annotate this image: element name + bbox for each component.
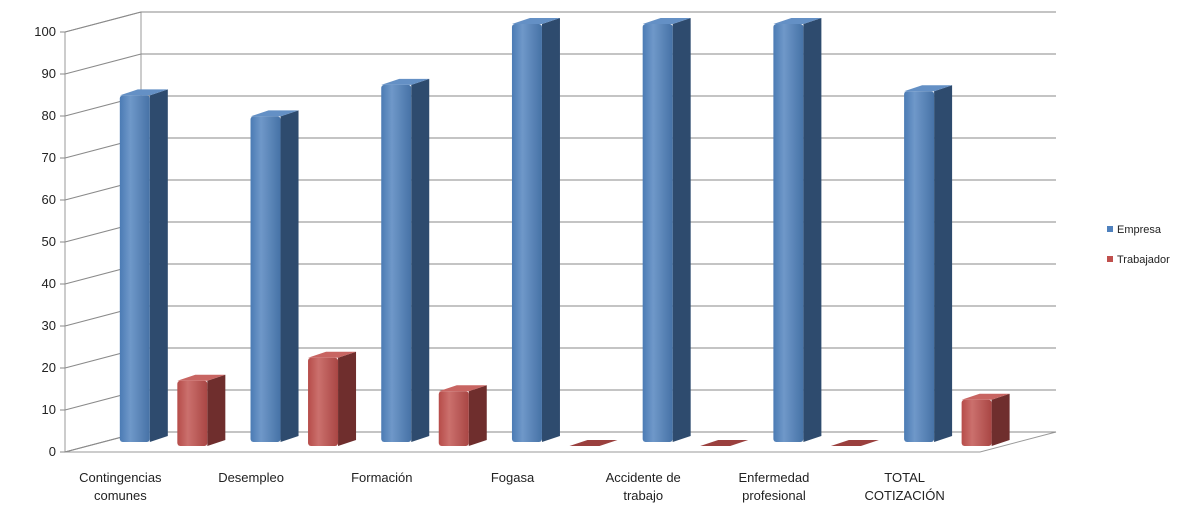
bar-empresa [250, 110, 299, 443]
bar-side [411, 78, 430, 443]
bar-side [338, 351, 357, 446]
legend-label: Empresa [1117, 224, 1162, 236]
y-tick-label: 40 [42, 276, 56, 291]
bar-top [642, 18, 691, 24]
x-axis-labels: Contingencias comunes Desempleo Formación Fo… [79, 470, 945, 503]
x-category-label-line: profesional [742, 488, 806, 503]
x-category-label: Desempleo [218, 470, 284, 485]
bar-front [438, 391, 469, 446]
bar-flat [569, 440, 618, 446]
x-category-label: Enfermedad profesional [739, 470, 810, 503]
y-tick-label: 10 [42, 402, 56, 417]
bar-trabajador [177, 374, 226, 446]
bar-side [991, 393, 1010, 446]
bar-top [381, 78, 430, 85]
bar-front [250, 116, 281, 443]
bar-side [672, 18, 691, 442]
bar-top [177, 374, 226, 381]
y-tick-label: 70 [42, 150, 56, 165]
x-category-label-line: Enfermedad [739, 470, 810, 485]
bar-empresa [904, 85, 953, 442]
y-tick-label: 50 [42, 234, 56, 249]
bar-empresa [119, 89, 168, 443]
x-category-label-line: Contingencias [79, 470, 162, 485]
x-category-label-line: Fogasa [491, 470, 535, 485]
x-category-label-line: TOTAL [884, 470, 925, 485]
y-tick-label: 20 [42, 360, 56, 375]
bar-side [207, 374, 226, 446]
legend-item-empresa: Empresa [1107, 224, 1162, 236]
bar-empresa [381, 78, 430, 443]
bar-flat [700, 440, 749, 446]
bar-trabajador [830, 440, 879, 446]
x-category-label: Contingencias comunes [79, 470, 162, 503]
bar-trabajador [700, 440, 749, 446]
y-tick-label: 100 [34, 24, 56, 39]
bar-flat [830, 440, 879, 446]
y-tick-label: 0 [49, 444, 56, 459]
x-category-label: Formación [351, 470, 412, 485]
legend: Empresa Trabajador [1107, 224, 1170, 266]
bar-side [934, 85, 953, 442]
bar-top [961, 393, 1010, 400]
bar-front [773, 24, 804, 442]
bar-top [250, 110, 299, 117]
legend-item-trabajador: Trabajador [1107, 254, 1170, 266]
bar-empresa [511, 18, 560, 442]
bar-trabajador [308, 351, 357, 446]
bar-front [642, 24, 673, 442]
bar-side [541, 18, 560, 442]
bar-front [511, 24, 542, 442]
bar-top [438, 385, 487, 392]
bar-trabajador [569, 440, 618, 446]
x-category-label: Fogasa [491, 470, 535, 485]
y-tick-label: 60 [42, 192, 56, 207]
bar-top [308, 351, 357, 358]
bar-side [149, 89, 168, 443]
bar-front [119, 95, 150, 443]
legend-swatch [1107, 256, 1113, 262]
bar-top [904, 85, 953, 92]
bar-front [308, 357, 339, 446]
y-tick-label: 80 [42, 108, 56, 123]
x-category-label-line: Accidente de [606, 470, 681, 485]
legend-swatch [1107, 226, 1113, 232]
bar-side [468, 385, 487, 446]
x-category-label: Accidente de trabajo [606, 470, 681, 503]
side-gridline [64, 53, 142, 75]
bar-top [773, 18, 822, 24]
x-category-label-line: Desempleo [218, 470, 284, 485]
x-category-label-line: Formación [351, 470, 412, 485]
bar-empresa [642, 18, 691, 442]
x-category-label-line: comunes [94, 488, 147, 503]
bars [119, 18, 1010, 446]
bar-top [511, 18, 560, 24]
legend-label: Trabajador [1117, 254, 1170, 266]
x-category-label-line: trabajo [623, 488, 663, 503]
y-tick-label: 90 [42, 66, 56, 81]
y-tick-label: 30 [42, 318, 56, 333]
x-category-label-line: COTIZACIÓN [865, 488, 945, 503]
bar-top [119, 89, 168, 96]
bar-front [381, 84, 412, 443]
y-axis-ticks: 0 10 20 30 40 50 60 70 80 90 100 [34, 24, 65, 459]
bar-front [904, 91, 935, 442]
bar-front [177, 380, 208, 446]
bar-front [961, 399, 992, 446]
bar-trabajador [961, 393, 1010, 446]
x-category-label: TOTAL COTIZACIÓN [865, 470, 945, 503]
bar-side [803, 18, 822, 442]
bar-trabajador [438, 385, 487, 446]
side-gridline [64, 11, 142, 33]
bar-empresa [773, 18, 822, 442]
bar-side [280, 110, 299, 443]
